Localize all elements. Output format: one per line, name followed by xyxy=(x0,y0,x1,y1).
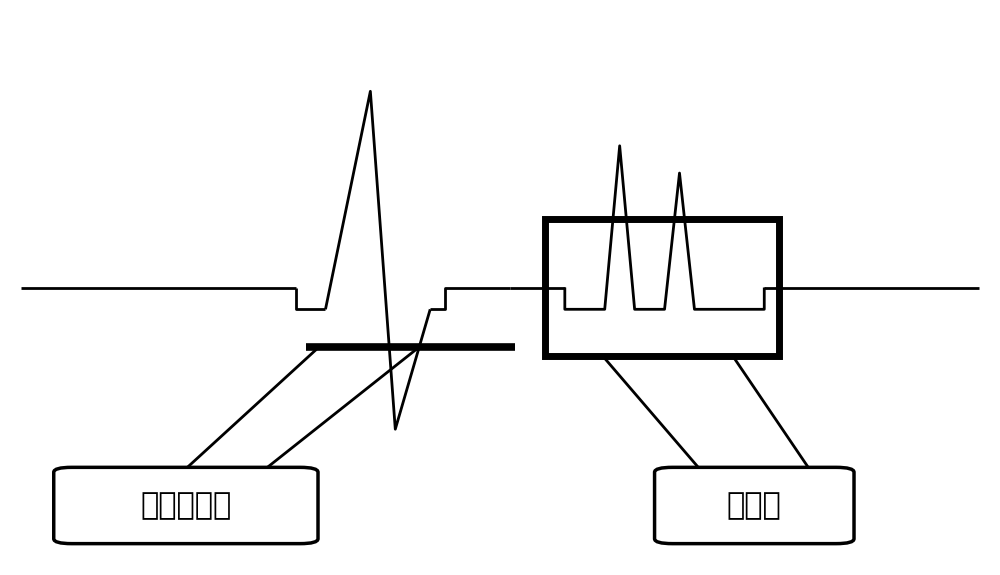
FancyBboxPatch shape xyxy=(54,467,318,543)
Text: 前表面门门: 前表面门门 xyxy=(140,491,231,520)
FancyBboxPatch shape xyxy=(655,467,854,543)
Bar xyxy=(545,220,779,355)
Text: 数据门: 数据门 xyxy=(727,491,782,520)
